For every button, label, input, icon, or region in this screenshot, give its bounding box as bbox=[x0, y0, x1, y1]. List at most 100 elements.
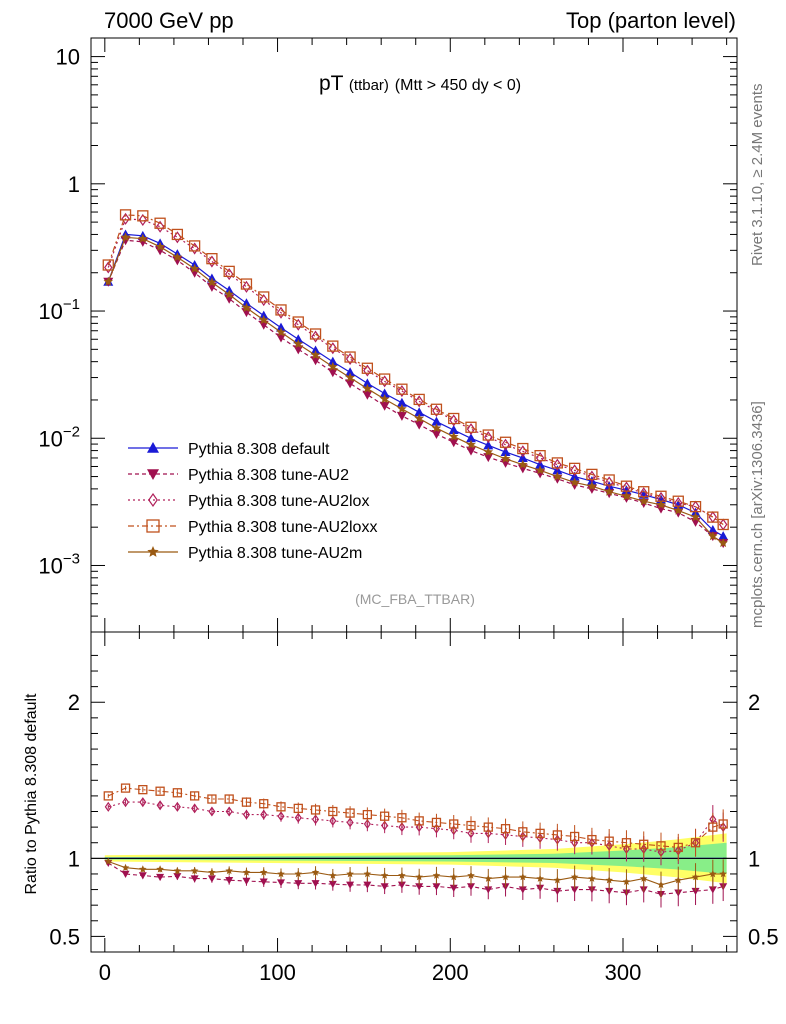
point-tune-au2m-30 bbox=[621, 491, 632, 501]
main-frame bbox=[90, 37, 738, 633]
point-tune-au2lox-18 bbox=[414, 395, 424, 408]
ratio-point-tune-au2-13 bbox=[328, 880, 337, 889]
ratio-point-tune-au2lox-10 bbox=[277, 811, 285, 822]
ratio-point-tune-au2m-16 bbox=[380, 871, 389, 879]
title-rest: (Mtt > 450 dy < 0) bbox=[395, 77, 521, 94]
point-tune-au2lox-20 bbox=[449, 414, 458, 427]
ratio-point-tune-au2m-1 bbox=[121, 863, 130, 871]
point-tune-au2lox-1 bbox=[121, 212, 130, 225]
ratio-point-tune-au2loxx-14 bbox=[345, 808, 355, 818]
ratio-point-tune-au2-21 bbox=[467, 883, 475, 891]
ratio-point-tune-au2m-34 bbox=[691, 873, 700, 881]
legend-label: Pythia 8.308 default bbox=[188, 441, 330, 458]
ratio-point-tune-au2-9 bbox=[259, 878, 268, 886]
point-tune-au2m-36 bbox=[718, 538, 728, 548]
ratio-point-tune-au2loxx-10 bbox=[276, 802, 286, 812]
point-default-24 bbox=[517, 452, 528, 462]
point-tune-au2m-17 bbox=[397, 403, 407, 413]
ratio-point-tune-au2loxx-11 bbox=[293, 803, 303, 814]
point-default-20 bbox=[448, 425, 459, 435]
ratio-point-tune-au2-15 bbox=[363, 881, 372, 889]
point-tune-au2loxx-1 bbox=[119, 209, 132, 221]
point-tune-au2lox-19 bbox=[432, 404, 441, 417]
ratio-point-tune-au2loxx-24 bbox=[518, 827, 528, 837]
point-tune-au2loxx-30 bbox=[620, 480, 633, 492]
y-ticklabel-exp: −2 bbox=[63, 423, 80, 440]
ratio-point-tune-au2loxx-7 bbox=[224, 794, 234, 804]
point-tune-au2lox-2 bbox=[138, 213, 148, 226]
point-default-35 bbox=[707, 525, 718, 535]
series-line-tune-au2lox bbox=[107, 218, 724, 525]
legend-marker bbox=[147, 442, 159, 453]
point-tune-au2loxx-13 bbox=[327, 340, 339, 352]
ratio-point-tune-au2lox-8 bbox=[242, 809, 250, 820]
y-ticklabel-base: 10 bbox=[38, 426, 62, 451]
point-tune-au2loxx-16 bbox=[378, 373, 391, 385]
point-tune-au2loxx-23 bbox=[499, 436, 512, 448]
y-ticklabel: 10−3 bbox=[38, 550, 80, 578]
point-tune-au2m-9 bbox=[259, 315, 269, 325]
point-tune-au2m-11 bbox=[293, 339, 303, 349]
point-tune-au2m-29 bbox=[604, 486, 614, 496]
ratio-point-tune-au2lox-22 bbox=[484, 828, 492, 839]
ratio-point-tune-au2m-26 bbox=[553, 876, 562, 884]
ratio-point-tune-au2m-6 bbox=[208, 868, 216, 876]
point-tune-au2lox-14 bbox=[345, 352, 355, 366]
watermark: (MC_FBA_TTBAR) bbox=[355, 591, 475, 607]
point-tune-au2-18 bbox=[414, 420, 425, 430]
point-tune-au2loxx-15 bbox=[361, 362, 374, 374]
point-tune-au2m-24 bbox=[518, 459, 528, 469]
ratio-point-tune-au2m-7 bbox=[225, 866, 233, 875]
header-right: Top (parton level) bbox=[566, 8, 736, 33]
ratio-point-tune-au2lox-2 bbox=[139, 797, 147, 808]
ratio-panel: 2 2 1 1 0.5 0.5 0 100 200 300 Ratio to Pythia 8.… bbox=[23, 631, 779, 985]
point-default-36 bbox=[718, 531, 729, 541]
legend-label: Pythia 8.308 tune-AU2 bbox=[188, 467, 349, 484]
y-ticklabel-exp: −1 bbox=[63, 296, 80, 313]
ratio-point-tune-au2loxx-20 bbox=[449, 819, 459, 829]
ratio-y-ticklabel-left: 2 bbox=[68, 690, 80, 715]
point-tune-au2lox-17 bbox=[397, 385, 407, 398]
point-tune-au2m-19 bbox=[431, 423, 442, 433]
point-tune-au2lox-8 bbox=[242, 280, 251, 293]
point-default-21 bbox=[466, 433, 476, 443]
title-sub: (ttbar) bbox=[349, 77, 389, 94]
y-ticklabel: 10−2 bbox=[38, 423, 80, 451]
ratio-point-tune-au2lox-4 bbox=[173, 801, 181, 812]
ratio-point-tune-au2m-0 bbox=[104, 857, 113, 865]
ratio-point-tune-au2loxx-0 bbox=[103, 791, 113, 801]
point-tune-au2lox-22 bbox=[484, 431, 493, 444]
ratio-point-tune-au2loxx-32 bbox=[656, 841, 666, 851]
point-tune-au2lox-21 bbox=[466, 423, 476, 436]
ratio-point-tune-au2m-3 bbox=[156, 865, 164, 873]
ratio-point-tune-au2loxx-34 bbox=[690, 838, 701, 848]
ratio-point-tune-au2m-8 bbox=[242, 868, 251, 876]
ratio-point-tune-au2m-9 bbox=[259, 868, 268, 876]
ratio-point-tune-au2m-4 bbox=[173, 866, 182, 875]
x-ticklabel: 300 bbox=[605, 960, 642, 985]
x-ticklabel: 200 bbox=[432, 960, 469, 985]
ratio-point-tune-au2-8 bbox=[242, 877, 251, 885]
ratio-point-tune-au2loxx-22 bbox=[483, 822, 493, 832]
ratio-point-tune-au2m-19 bbox=[432, 871, 441, 879]
legend-label: Pythia 8.308 tune-AU2loxx bbox=[188, 519, 377, 536]
point-tune-au2m-14 bbox=[345, 372, 355, 382]
point-tune-au2lox-12 bbox=[311, 330, 320, 343]
point-default-10 bbox=[276, 322, 286, 332]
ratio-point-tune-au2loxx-8 bbox=[241, 797, 252, 807]
point-default-17 bbox=[396, 397, 407, 407]
legend-label: Pythia 8.308 tune-AU2m bbox=[188, 545, 362, 562]
ratio-point-tune-au2loxx-33 bbox=[673, 842, 683, 853]
point-tune-au2loxx-5 bbox=[188, 240, 201, 252]
legend-marker bbox=[147, 546, 159, 557]
point-tune-au2loxx-28 bbox=[586, 468, 598, 481]
ratio-point-tune-au2loxx-4 bbox=[172, 788, 183, 798]
point-tune-au2loxx-2 bbox=[137, 210, 149, 222]
point-tune-au2m-32 bbox=[656, 499, 666, 509]
point-tune-au2loxx-4 bbox=[171, 228, 184, 241]
point-tune-au2loxx-18 bbox=[413, 393, 425, 406]
point-tune-au2-14 bbox=[345, 379, 356, 389]
point-tune-au2lox-15 bbox=[363, 364, 372, 377]
ratio-point-tune-au2m-22 bbox=[484, 874, 493, 882]
ratio-ylabel: Ratio to Pythia 8.308 default bbox=[23, 693, 40, 895]
